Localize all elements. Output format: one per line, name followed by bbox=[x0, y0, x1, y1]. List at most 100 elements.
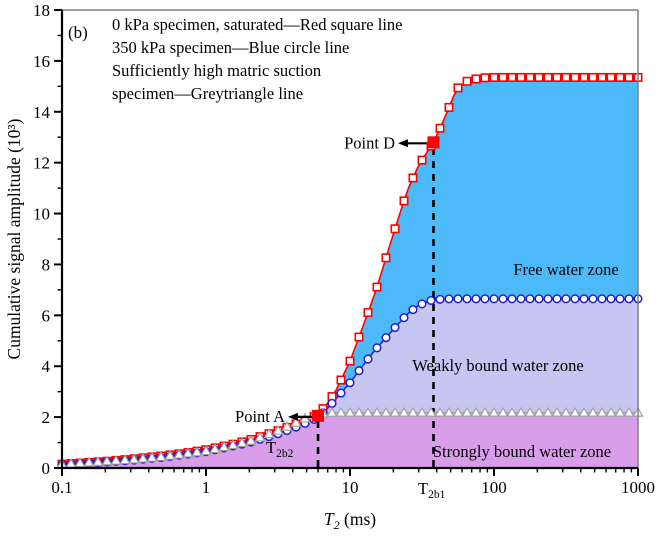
y-tick-label-9: 18 bbox=[33, 1, 50, 20]
red-square-marker bbox=[444, 102, 454, 112]
grey-triangle-marker bbox=[209, 443, 221, 454]
blue-circle-marker bbox=[372, 343, 382, 353]
red-square-marker bbox=[480, 73, 490, 83]
grey-triangle-marker bbox=[416, 406, 428, 417]
x-tick-label-2: 10 bbox=[342, 478, 359, 497]
grey-triangle-marker bbox=[596, 406, 608, 417]
blue-circle-marker bbox=[570, 294, 580, 304]
grey-triangle-marker bbox=[380, 406, 392, 417]
red-square-marker bbox=[624, 72, 634, 82]
grey-triangle-marker bbox=[335, 406, 347, 417]
grey-triangle-marker bbox=[191, 446, 203, 457]
red-square-marker bbox=[399, 196, 409, 206]
grey-triangle-marker bbox=[506, 406, 518, 417]
grey-triangle-marker bbox=[236, 437, 248, 448]
series-markers-grey-triangles bbox=[56, 406, 644, 469]
blue-circle-marker bbox=[363, 354, 373, 364]
blue-circle-marker bbox=[381, 333, 391, 343]
y-tick-label-6: 12 bbox=[33, 154, 50, 173]
grey-triangle-marker bbox=[110, 454, 122, 465]
grey-triangle-marker bbox=[299, 412, 311, 423]
blue-circle-marker bbox=[498, 294, 508, 304]
blue-circle-marker bbox=[345, 378, 355, 388]
blue-circle-marker bbox=[543, 294, 553, 304]
grey-triangle-marker bbox=[173, 448, 185, 459]
x-tick-label-0: 0.1 bbox=[51, 478, 72, 497]
grey-triangle-marker bbox=[218, 441, 230, 452]
red-square-marker bbox=[498, 72, 508, 82]
weakly-bound-zone-label: Weakly bound water zone bbox=[412, 356, 583, 375]
grey-triangle-marker bbox=[560, 406, 572, 417]
blue-circle-marker bbox=[453, 294, 463, 304]
red-square-marker bbox=[489, 72, 499, 82]
blue-circle-marker bbox=[390, 322, 400, 333]
blue-circle-marker bbox=[579, 294, 589, 304]
blue-circle-marker bbox=[426, 295, 436, 306]
y-tick-label-8: 16 bbox=[33, 52, 50, 71]
blue-circle-marker bbox=[399, 313, 409, 323]
grey-triangle-marker bbox=[497, 406, 509, 417]
blue-circle-marker bbox=[525, 294, 535, 304]
t2b2-label: T2b2 bbox=[266, 438, 294, 460]
grey-triangle-marker bbox=[371, 406, 383, 417]
grey-triangle-marker bbox=[146, 451, 158, 462]
y-axis-label: Cumulative signal amplitude (10³) bbox=[4, 118, 24, 359]
blue-circle-marker bbox=[552, 294, 562, 304]
grey-triangle-marker bbox=[92, 456, 104, 466]
point-a-label: Point A bbox=[235, 407, 285, 426]
red-square-marker bbox=[597, 72, 607, 82]
zone-free-water bbox=[62, 77, 638, 465]
grey-triangle-marker bbox=[137, 452, 149, 463]
blue-circle-marker bbox=[624, 294, 634, 304]
zone-weakly-bound-water bbox=[62, 298, 638, 465]
blue-circle-marker bbox=[327, 398, 337, 408]
blue-circle-marker bbox=[507, 294, 517, 304]
legend-line-0: 0 kPa specimen, saturated—Red square lin… bbox=[112, 15, 403, 34]
blue-circle-marker bbox=[615, 294, 625, 304]
grey-triangle-marker bbox=[164, 449, 176, 460]
y-tick-label-7: 14 bbox=[33, 103, 51, 122]
red-square-marker bbox=[552, 72, 562, 82]
legend-line-1: 350 kPa specimen—Blue circle line bbox=[112, 38, 349, 57]
red-square-marker bbox=[372, 282, 382, 292]
blue-circle-marker bbox=[561, 294, 571, 304]
red-square-marker bbox=[543, 72, 553, 82]
grey-triangle-marker bbox=[470, 406, 482, 417]
red-square-marker bbox=[336, 375, 346, 385]
grey-triangle-marker bbox=[281, 421, 293, 431]
red-square-marker bbox=[516, 72, 526, 82]
y-tick-label-3: 6 bbox=[42, 306, 51, 325]
blue-circle-marker bbox=[597, 294, 607, 304]
grey-triangle-marker bbox=[533, 406, 545, 417]
blue-circle-marker bbox=[480, 294, 490, 304]
grey-triangle-marker bbox=[227, 439, 239, 450]
blue-circle-marker bbox=[444, 294, 454, 304]
grey-triangle-marker bbox=[245, 435, 257, 445]
grey-triangle-marker bbox=[434, 406, 446, 417]
grey-triangle-marker bbox=[623, 406, 635, 417]
grey-triangle-marker bbox=[254, 431, 266, 442]
blue-circle-marker bbox=[435, 294, 445, 304]
red-square-marker bbox=[345, 356, 355, 366]
grey-triangle-marker bbox=[605, 406, 617, 417]
grey-triangle-marker bbox=[614, 406, 626, 417]
blue-circle-marker bbox=[417, 299, 427, 309]
grey-triangle-marker bbox=[344, 406, 356, 417]
x-axis-ticks bbox=[61, 468, 639, 476]
grey-triangle-marker bbox=[551, 406, 563, 417]
y-tick-label-0: 0 bbox=[42, 459, 51, 478]
grey-triangle-marker bbox=[74, 457, 86, 468]
red-square-marker bbox=[579, 72, 589, 82]
y-axis-ticks bbox=[54, 9, 62, 469]
grey-triangle-marker bbox=[119, 454, 131, 465]
point-a-arrow-head bbox=[288, 412, 298, 421]
red-square-marker bbox=[354, 332, 364, 342]
red-square-marker bbox=[561, 72, 571, 82]
free-water-zone-label: Free water zone bbox=[513, 260, 618, 279]
grey-triangle-marker bbox=[587, 406, 599, 417]
legend-line-2: Sufficiently high matric suction bbox=[112, 61, 321, 80]
grey-triangle-marker bbox=[515, 406, 527, 417]
red-square-marker bbox=[615, 72, 625, 82]
blue-circle-marker bbox=[471, 294, 481, 304]
